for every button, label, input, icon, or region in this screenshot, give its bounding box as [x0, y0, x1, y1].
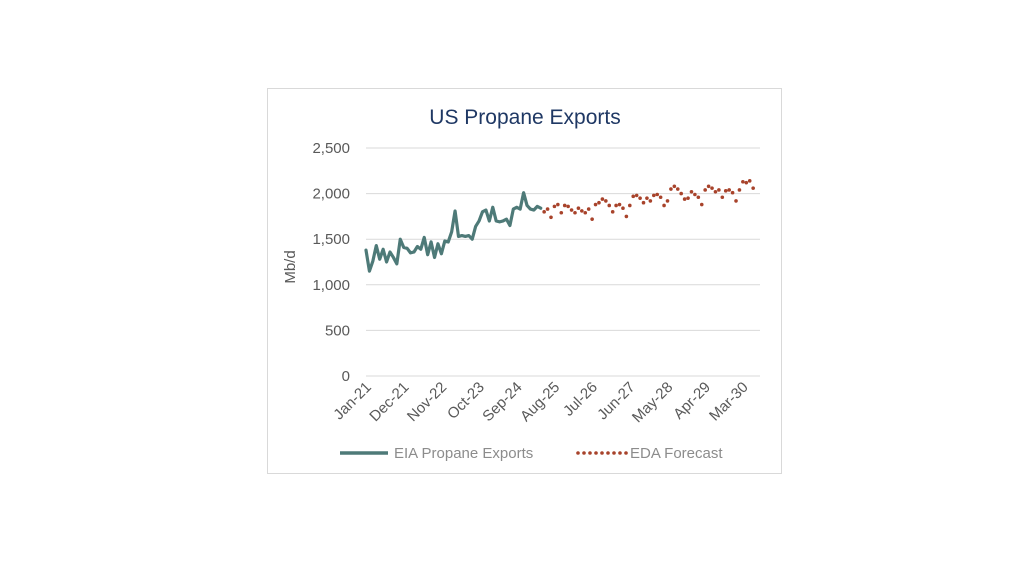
x-tick-label: Sep-24	[479, 379, 525, 425]
y-tick-label: 2,500	[312, 140, 350, 157]
legend-forecast-dot	[594, 451, 598, 455]
forecast-point	[576, 206, 581, 210]
x-tick-labels: Jan-21Dec-21Nov-22Oct-23Sep-24Aug-25Jul-…	[330, 379, 751, 426]
forecast-point	[621, 206, 625, 210]
legend-forecast-dot	[582, 451, 586, 455]
forecast-point	[631, 194, 636, 199]
forecast-point	[723, 189, 728, 193]
forecast-point	[645, 196, 649, 200]
x-tick-label: Jan-21	[330, 379, 374, 423]
forecast-point	[662, 203, 666, 208]
forecast-point	[624, 214, 629, 219]
y-tick-labels: 0 500 1,000 1,500 2,000 2,500	[312, 140, 350, 385]
forecast-point	[689, 189, 694, 194]
forecast-point	[617, 202, 622, 207]
forecast-point	[655, 192, 660, 197]
legend-label-forecast: EDA Forecast	[630, 445, 723, 462]
legend-swatch-forecast	[576, 451, 628, 455]
y-tick-label: 0	[342, 368, 350, 385]
forecast-point	[583, 210, 588, 215]
y-tick-label: 1,500	[312, 231, 350, 248]
forecast-point	[744, 180, 749, 185]
forecast-point	[573, 210, 577, 215]
forecast-point	[734, 199, 738, 203]
chart-card: US Propane Exports Mb/d 0 500 1,000 1,500 2,…	[267, 88, 782, 474]
forecast-point	[552, 204, 557, 209]
forecast-point	[699, 202, 704, 207]
forecast-point	[665, 199, 670, 203]
series-layer	[364, 179, 755, 273]
x-tick-label: Jul-26	[560, 379, 601, 420]
y-axis-title: Mb/d	[282, 250, 299, 283]
legend-label-actual: EIA Propane Exports	[394, 445, 533, 462]
forecast-point	[559, 210, 564, 215]
forecast-point	[614, 203, 618, 208]
legend-forecast-dot	[606, 451, 610, 455]
chart-title: US Propane Exports	[429, 106, 620, 129]
forecast-point	[751, 186, 755, 190]
forecast-point	[556, 202, 560, 207]
y-tick-label: 2,000	[312, 186, 350, 203]
x-tick-label: Apr-29	[670, 379, 714, 423]
legend-forecast-dot	[612, 451, 616, 455]
y-tick-label: 1,000	[312, 277, 350, 294]
forecast-point	[586, 207, 591, 211]
forecast-point	[730, 190, 735, 195]
forecast-point	[597, 200, 601, 205]
series-line-eia	[364, 191, 543, 273]
x-tick-label: Nov-22	[404, 379, 450, 425]
legend-forecast-dot	[576, 451, 580, 455]
forecast-point	[706, 184, 711, 189]
forecast-point	[648, 199, 653, 203]
legend-forecast-dot	[624, 451, 628, 455]
forecast-point	[658, 195, 663, 200]
forecast-point	[590, 217, 594, 221]
x-tick-label: May-28	[629, 379, 676, 426]
forecast-point	[634, 193, 639, 198]
forecast-point	[710, 186, 714, 190]
forecast-point	[717, 188, 721, 192]
legend-forecast-dot	[588, 451, 592, 455]
x-tick-label: Mar-30	[706, 379, 752, 425]
x-tick-label: Aug-25	[517, 379, 563, 425]
legend: EIA Propane Exports EDA Forecast	[340, 445, 723, 462]
grid-layer	[366, 147, 760, 377]
forecast-point	[549, 215, 553, 220]
forecast-point	[720, 195, 725, 200]
forecast-point	[607, 203, 612, 208]
forecast-point	[713, 189, 718, 194]
forecast-point	[693, 192, 697, 197]
forecast-point	[686, 196, 690, 200]
legend-forecast-dot	[618, 451, 622, 455]
forecast-point	[600, 197, 605, 201]
legend-forecast-dot	[600, 451, 604, 455]
forecast-point	[638, 196, 642, 200]
forecast-point	[628, 203, 632, 208]
forecast-point	[669, 187, 673, 191]
forecast-point	[675, 187, 680, 191]
y-tick-label: 500	[325, 322, 350, 339]
forecast-point	[604, 199, 608, 203]
forecast-point	[703, 188, 707, 192]
forecast-point	[566, 204, 570, 209]
chart-svg: US Propane Exports Mb/d 0 500 1,000 1,500 2,…	[282, 106, 760, 462]
forecast-point	[651, 193, 656, 198]
forecast-point	[696, 195, 701, 200]
forecast-point	[562, 203, 567, 208]
forecast-point	[545, 207, 550, 211]
forecast-point	[569, 208, 574, 212]
forecast-point	[741, 179, 745, 184]
forecast-point	[737, 188, 742, 192]
forecast-point	[682, 197, 687, 201]
forecast-point	[679, 191, 683, 196]
forecast-point	[747, 179, 752, 183]
forecast-point	[580, 209, 584, 213]
forecast-point	[542, 210, 546, 214]
forecast-point	[593, 202, 598, 207]
forecast-point	[727, 188, 731, 192]
forecast-point	[610, 210, 615, 214]
forecast-point	[641, 200, 646, 205]
x-tick-label: Dec-21	[366, 379, 412, 425]
forecast-point	[672, 184, 677, 189]
